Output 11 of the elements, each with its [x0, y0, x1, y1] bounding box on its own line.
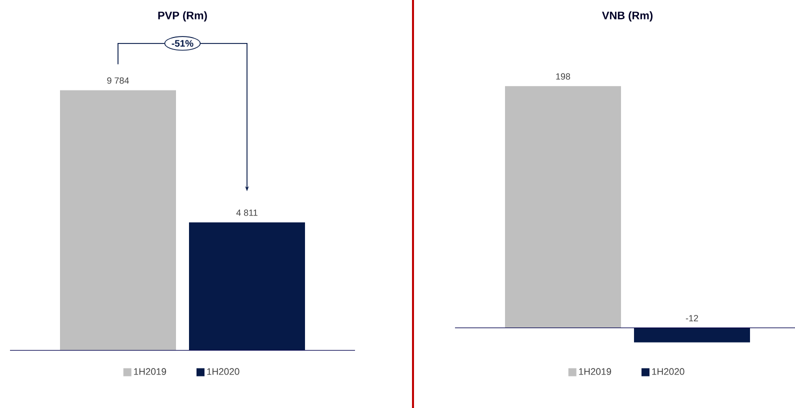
legend-label: 1H2020: [207, 368, 240, 375]
data-label: -12: [686, 314, 698, 322]
legend-label: 1H2019: [579, 368, 612, 375]
legend-label: 1H2020: [652, 368, 684, 375]
data-label: 9 784: [107, 77, 129, 84]
data-label: 198: [556, 73, 570, 80]
data-label: 4 811: [236, 210, 258, 216]
chart-title: PVP (Rm): [158, 11, 207, 22]
legend-label: 1H2019: [134, 368, 166, 375]
text: -51%: [172, 40, 194, 47]
chart-title: VNB (Rm): [602, 11, 653, 22]
